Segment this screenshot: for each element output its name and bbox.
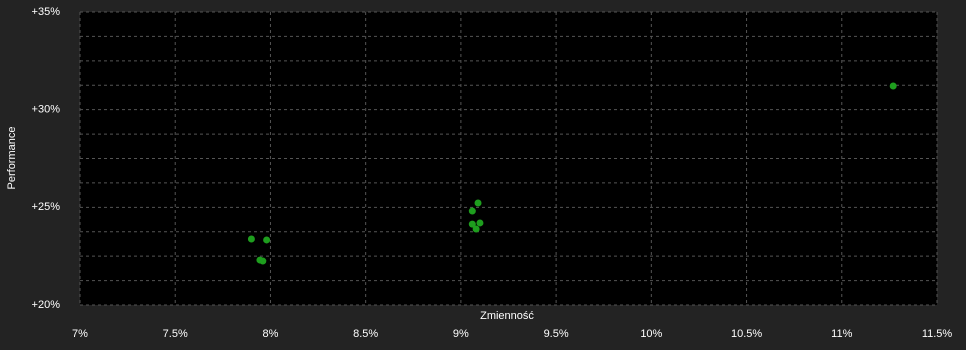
point <box>247 235 255 243</box>
x-tick-label: 8.5% <box>353 328 378 340</box>
point <box>476 219 484 227</box>
y-tick-label: +35% <box>32 6 61 18</box>
x-tick-label: 8% <box>262 328 278 340</box>
x-tick-label: 10% <box>640 328 662 340</box>
x-tick-label: 7% <box>72 328 88 340</box>
point <box>263 236 271 244</box>
y-tick-label: +25% <box>32 201 61 213</box>
point <box>259 257 267 265</box>
x-tick-label: 11% <box>831 328 852 340</box>
point <box>889 82 897 90</box>
point <box>468 220 476 228</box>
point <box>474 199 482 207</box>
x-tick-label: 10.5% <box>731 328 762 340</box>
x-axis-label: Zmienność <box>480 310 534 322</box>
y-tick-label: +30% <box>32 104 61 116</box>
point <box>468 207 476 215</box>
y-axis-label: Performance <box>6 127 18 190</box>
x-tick-label: 9% <box>453 328 469 340</box>
x-tick-label: 9.5% <box>544 328 569 340</box>
x-tick-label: 11.5% <box>922 328 953 340</box>
y-tick-label: +20% <box>32 299 61 311</box>
point <box>472 225 480 233</box>
x-tick-label: 7.5% <box>163 328 188 340</box>
